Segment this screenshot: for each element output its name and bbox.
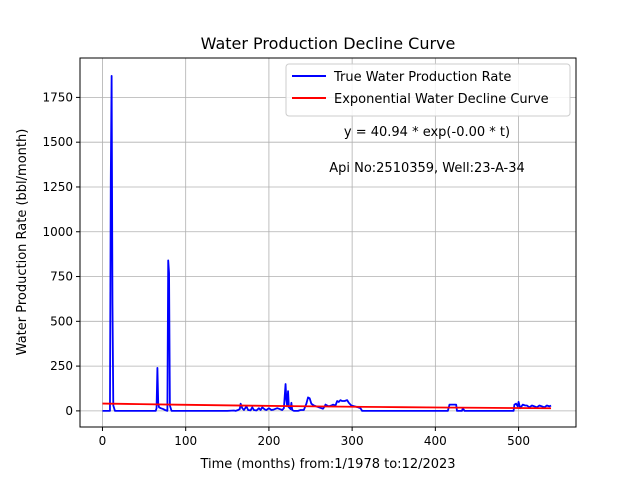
legend-label-exponential-curve: Exponential Water Decline Curve xyxy=(334,92,549,107)
x-tick-label: 500 xyxy=(507,434,530,448)
plot-frame xyxy=(79,57,577,428)
y-tick-label: 1750 xyxy=(42,90,73,104)
x-tick-label: 400 xyxy=(424,434,447,448)
exponential-decline-curve-line xyxy=(102,402,552,410)
equation-annotation: y = 40.94 * exp(-0.00 * t) xyxy=(344,125,510,140)
y-tick-label: 1500 xyxy=(42,135,73,149)
x-tick-label: 300 xyxy=(341,434,364,448)
chart-title: Water Production Decline Curve xyxy=(201,34,456,53)
well-annotation: Api No:2510359, Well:23-A-34 xyxy=(329,161,525,176)
tick-layer: 0 100 200 300 400 500 0 250 500 750 1000 1250 1500 17… xyxy=(42,90,530,448)
y-tick-label: 1000 xyxy=(42,225,73,239)
y-axis-label: Water Production Rate (bbl/month) xyxy=(15,129,30,356)
y-tick-label: 250 xyxy=(50,359,73,373)
x-tick-label: 200 xyxy=(257,434,280,448)
series-layer xyxy=(102,75,552,412)
y-tick-label: 500 xyxy=(50,314,73,328)
legend: True Water Production Rate Exponential W… xyxy=(285,63,571,117)
x-axis-label: Time (months) from:1/1978 to:12/2023 xyxy=(199,457,455,472)
x-tick-label: 0 xyxy=(99,434,107,448)
legend-label-true-rate: True Water Production Rate xyxy=(333,70,511,85)
x-tick-label: 100 xyxy=(174,434,197,448)
y-tick-label: 750 xyxy=(50,270,73,284)
y-tick-label: 0 xyxy=(65,404,73,418)
y-tick-label: 1250 xyxy=(42,180,73,194)
legend-box xyxy=(285,63,571,117)
true-water-production-rate-line xyxy=(102,75,552,412)
